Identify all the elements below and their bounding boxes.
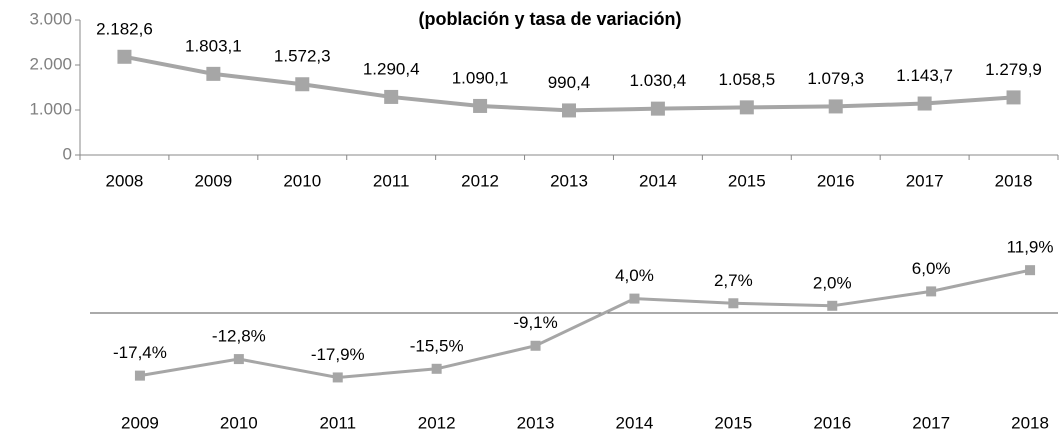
data-label: 6,0% — [912, 259, 951, 278]
x-tick-label: 2008 — [106, 171, 144, 190]
x-tick-label: 2017 — [912, 413, 950, 432]
marker — [562, 103, 576, 118]
data-label: -15,5% — [410, 336, 464, 355]
marker — [917, 96, 932, 111]
data-label: -12,8% — [212, 327, 266, 346]
marker — [739, 100, 754, 115]
marker — [1025, 265, 1036, 276]
marker — [295, 77, 310, 92]
data-label: 1.079,3 — [807, 69, 864, 88]
data-label: 1.279,9 — [985, 60, 1042, 79]
x-tick-label: 2016 — [817, 171, 855, 190]
data-label: 990,4 — [548, 73, 591, 92]
x-tick-label: 2013 — [517, 413, 555, 432]
x-tick-label: 2010 — [283, 171, 321, 190]
chart-title: (población y tasa de variación) — [418, 9, 681, 29]
x-tick-label: 2017 — [906, 171, 944, 190]
marker — [650, 101, 665, 116]
x-tick-label: 2009 — [121, 413, 159, 432]
data-label: -9,1% — [513, 313, 557, 332]
marker — [332, 372, 343, 383]
marker — [530, 340, 541, 351]
y-tick-label: 3.000 — [29, 9, 72, 28]
x-tick-label: 2015 — [714, 413, 752, 432]
marker — [134, 370, 145, 381]
x-tick-label: 2012 — [461, 171, 499, 190]
marker — [117, 49, 132, 64]
data-label: 1.290,4 — [363, 59, 420, 78]
x-tick-label: 2014 — [639, 171, 677, 190]
marker — [233, 354, 244, 365]
data-label: 2,0% — [813, 273, 852, 292]
data-label: 1.572,3 — [274, 47, 331, 66]
data-label: 1.143,7 — [896, 66, 953, 85]
marker — [827, 300, 838, 311]
x-tick-label: 2016 — [813, 413, 851, 432]
data-label: 2,7% — [714, 271, 753, 290]
marker — [473, 98, 488, 113]
series-line — [139, 268, 1031, 379]
x-tick-label: 2012 — [418, 413, 456, 432]
data-label: 1.803,1 — [185, 36, 242, 55]
x-tick-label: 2018 — [1011, 413, 1049, 432]
x-tick-label: 2011 — [319, 413, 356, 432]
data-label: 1.090,1 — [452, 68, 509, 87]
marker — [926, 286, 937, 297]
y-tick-label: 1.000 — [29, 99, 72, 118]
x-tick-label: 2010 — [220, 413, 258, 432]
marker — [431, 363, 442, 374]
marker — [1006, 90, 1021, 105]
data-label: 11,9% — [1007, 238, 1054, 257]
marker — [828, 99, 843, 114]
marker — [629, 293, 640, 304]
x-tick-label: 2013 — [550, 171, 588, 190]
marker — [206, 66, 221, 81]
x-tick-label: 2014 — [616, 413, 654, 432]
data-label: 4,0% — [615, 266, 654, 285]
data-label: -17,9% — [311, 345, 365, 364]
marker — [384, 89, 399, 104]
x-tick-label: 2015 — [728, 171, 766, 190]
marker — [728, 298, 739, 309]
x-tick-label: 2009 — [194, 171, 232, 190]
y-tick-label: 0 — [63, 144, 72, 163]
x-tick-label: 2011 — [373, 171, 410, 190]
y-tick-label: 2.000 — [29, 54, 72, 73]
data-label: 1.058,5 — [718, 70, 775, 89]
data-label: 2.182,6 — [96, 19, 153, 38]
data-label: 1.030,4 — [630, 71, 687, 90]
x-tick-label: 2018 — [995, 171, 1033, 190]
data-label: -17,4% — [113, 343, 167, 362]
